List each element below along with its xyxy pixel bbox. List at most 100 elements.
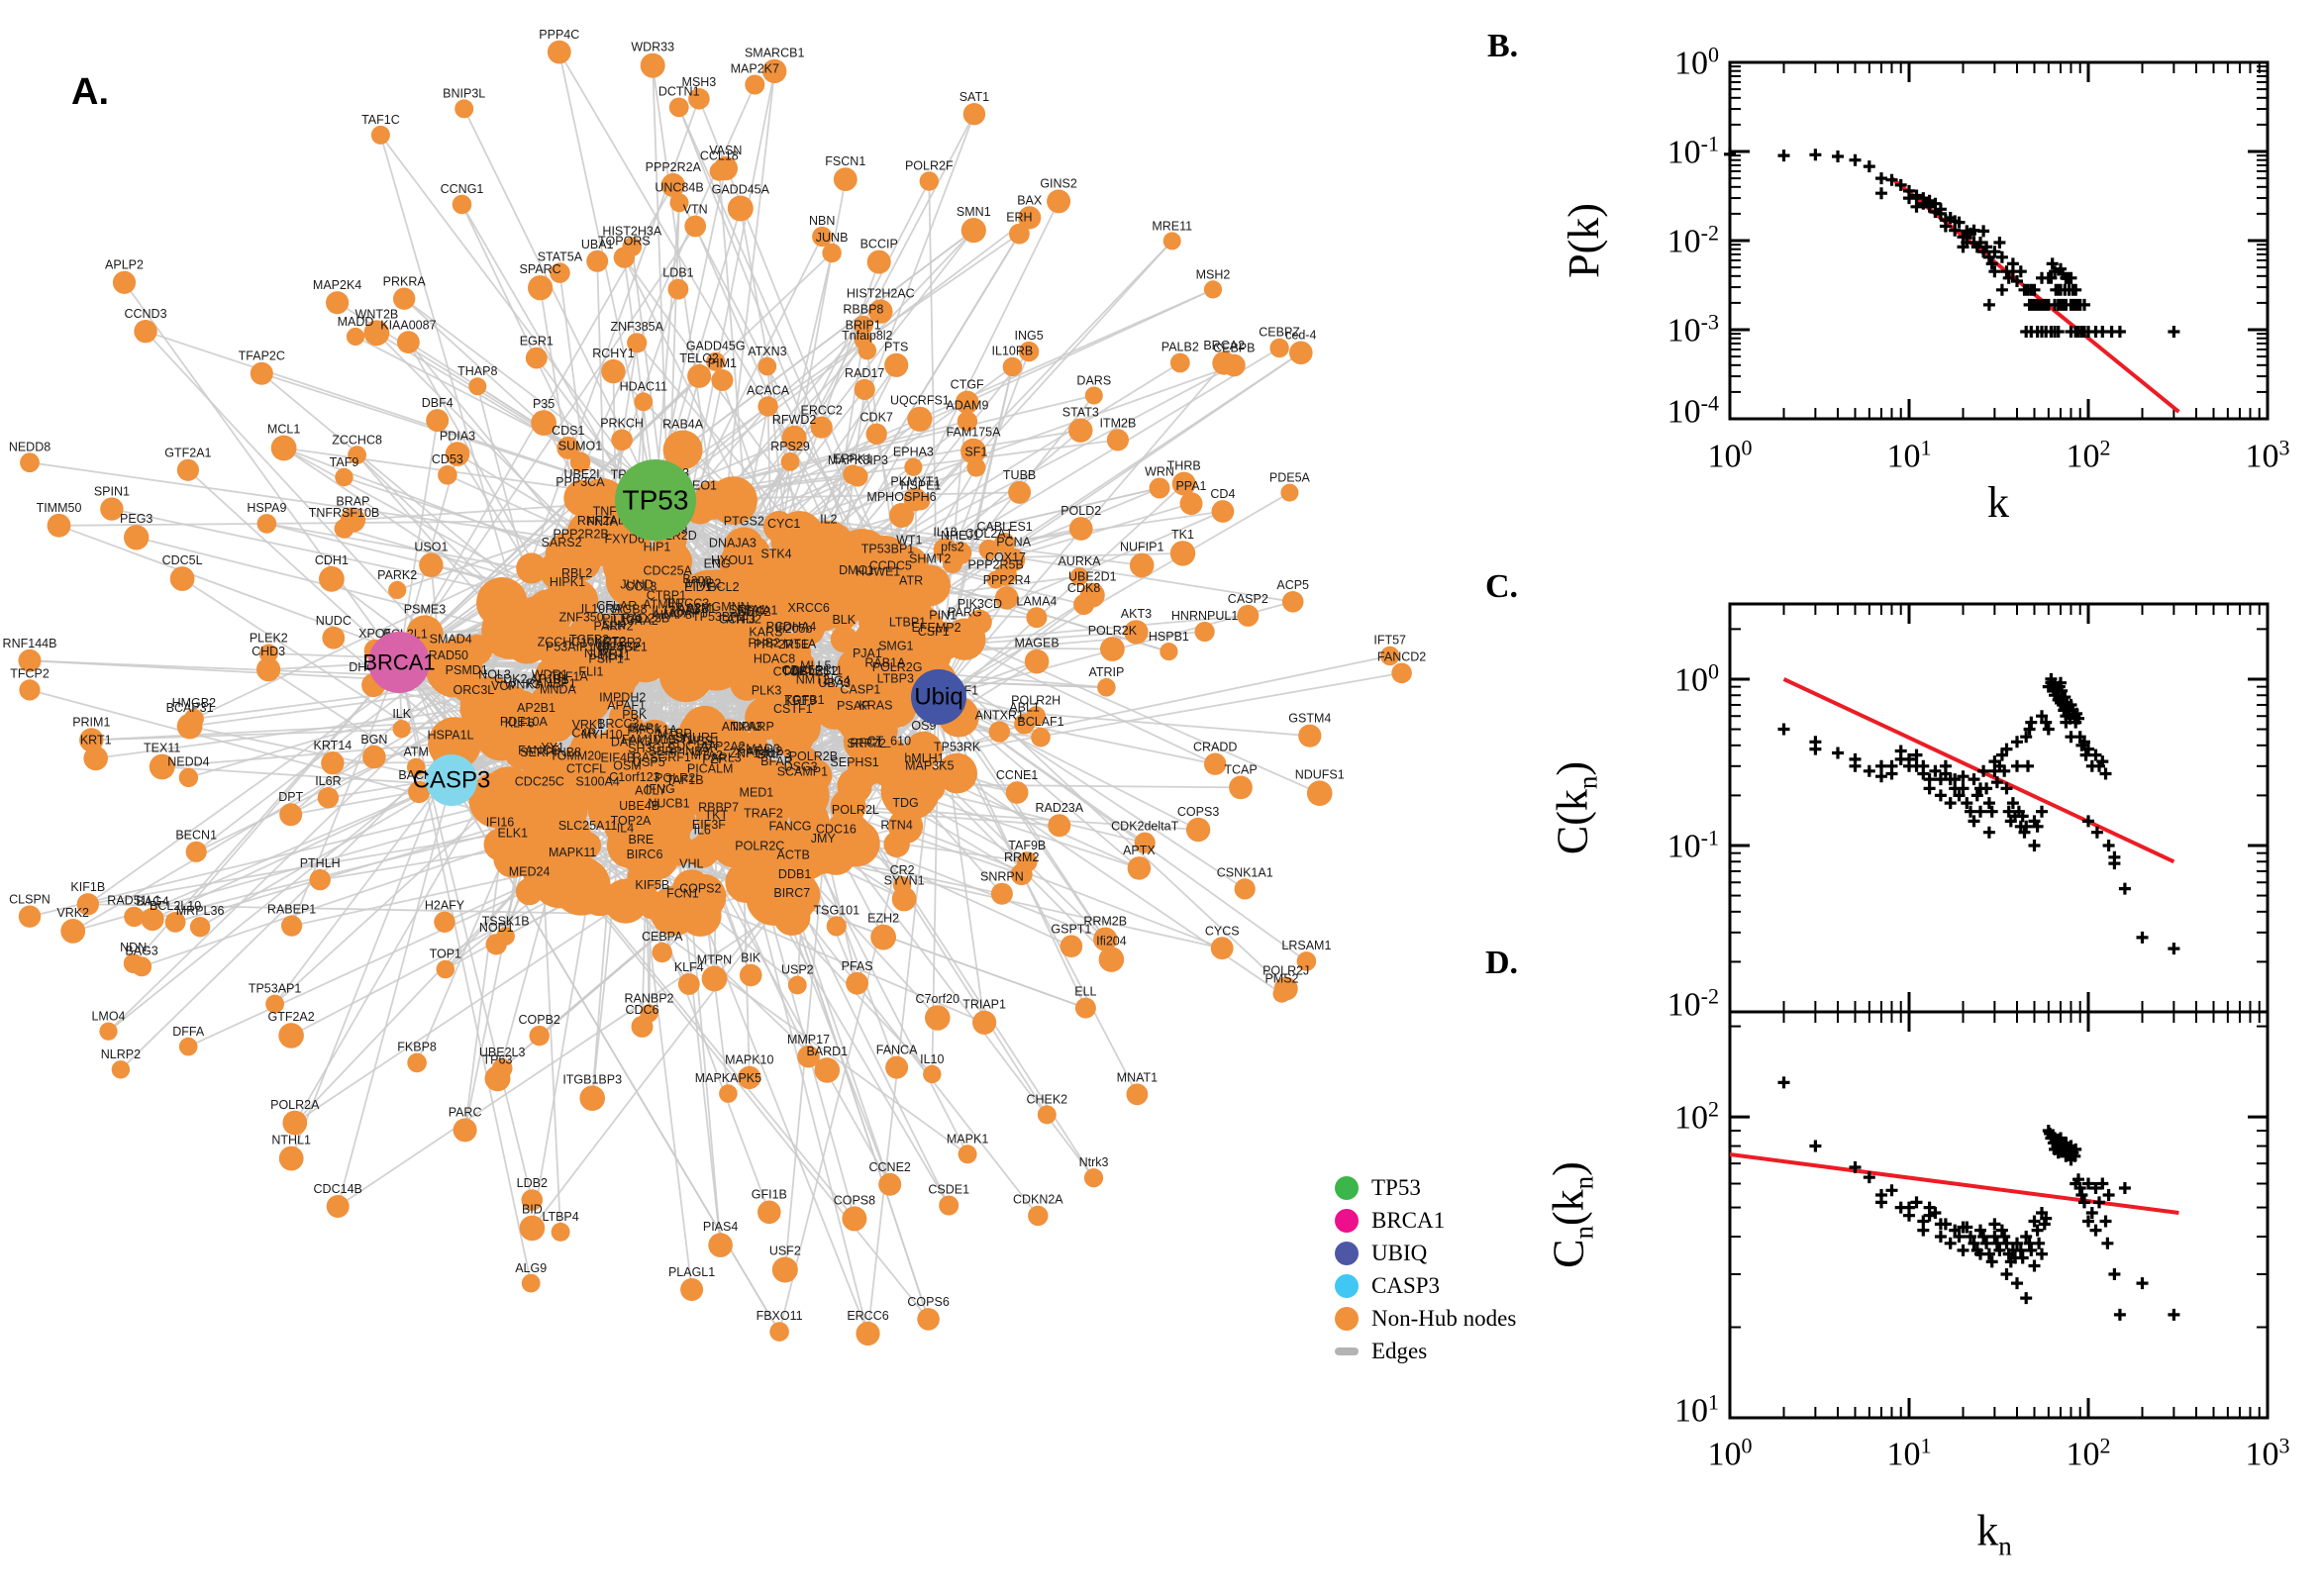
network-node xyxy=(762,58,787,84)
network-node xyxy=(176,458,199,481)
network-node xyxy=(793,576,849,632)
node-label: JUNB xyxy=(816,231,849,245)
network-node xyxy=(1204,752,1227,775)
node-label: IL10RA xyxy=(581,602,623,616)
node-label: CDK2deltaT xyxy=(1111,820,1178,834)
node-label: CASP2 xyxy=(1228,592,1268,606)
node-label: BAG4 xyxy=(136,895,168,909)
node-label: GUSBP1 xyxy=(597,641,648,654)
node-label: MOAP1 xyxy=(663,607,707,621)
node-label: NUDC xyxy=(316,614,352,628)
network-node xyxy=(545,532,593,580)
node-label: AURKA xyxy=(1058,554,1101,568)
fit-line-D xyxy=(1729,1152,2179,1215)
network-node xyxy=(1298,724,1322,748)
network-edge xyxy=(928,180,940,698)
node-label: CFLAR xyxy=(596,599,637,613)
network-edge xyxy=(655,217,1031,501)
network-node xyxy=(112,270,137,294)
node-label: KIF5B xyxy=(635,878,669,892)
network-node xyxy=(278,1146,304,1171)
network-edge xyxy=(375,332,656,501)
node-label: PTGS2 xyxy=(724,514,764,528)
node-label: Ifi204 xyxy=(1096,934,1127,948)
network-node xyxy=(958,1145,977,1164)
node-label: GTF2A1 xyxy=(164,447,211,460)
node-label: ERCC6 xyxy=(847,1309,888,1323)
node-label: HSPB1 xyxy=(1149,630,1189,644)
node-label: UNC84B xyxy=(655,180,703,194)
network-node xyxy=(758,1200,781,1225)
node-label: PDE10A xyxy=(500,715,549,729)
node-label: KRAS xyxy=(858,698,892,712)
network-node xyxy=(408,780,431,804)
node-label: MMP2 xyxy=(685,577,721,591)
network-edge xyxy=(701,851,891,1185)
node-label: CYC1 xyxy=(767,517,800,531)
node-label: BCCIP xyxy=(860,238,898,251)
node-label: YY1 xyxy=(541,741,564,754)
network-node xyxy=(346,327,365,347)
network-edge xyxy=(938,696,1106,941)
node-label: ATP2A2 xyxy=(700,740,746,753)
network-node xyxy=(1210,937,1234,960)
network-node xyxy=(695,796,735,836)
network-edge xyxy=(938,594,1093,698)
node-label: DPT xyxy=(278,790,303,804)
node-label: PARC xyxy=(449,1105,482,1119)
node-label: CRADD xyxy=(1193,741,1237,754)
node-label: BNIP3L xyxy=(443,87,485,101)
node-label: CCDC5 xyxy=(869,559,912,573)
network-node xyxy=(978,539,999,560)
node-label: ERH xyxy=(1006,211,1032,225)
node-label: CSNK1A1 xyxy=(1217,865,1273,879)
network-node xyxy=(687,363,712,388)
node-label: NMT2 xyxy=(796,673,830,687)
network-node xyxy=(321,751,345,775)
node-label: PLK3 xyxy=(752,683,782,697)
node-label: TUBB xyxy=(1003,468,1036,482)
node-label: KRT1 xyxy=(80,734,112,748)
network-node xyxy=(392,720,411,739)
node-label: ERCC2 xyxy=(801,403,843,417)
node-label: BCL2 xyxy=(708,580,739,594)
network-node xyxy=(680,873,727,920)
node-label: GINS2 xyxy=(1040,176,1077,190)
hub-label-casp3: CASP3 xyxy=(413,767,491,794)
node-label: PRKRA xyxy=(383,275,427,289)
network-node xyxy=(319,565,345,592)
node-label: FKBP8 xyxy=(397,1041,437,1054)
network-node xyxy=(852,640,892,680)
network-node xyxy=(1047,189,1071,214)
network-node xyxy=(1002,356,1023,377)
network-edge xyxy=(145,330,656,501)
network-node xyxy=(1296,951,1317,971)
node-label: CABLES2 xyxy=(782,664,838,678)
node-label: HYOU1 xyxy=(711,553,754,567)
network-edge xyxy=(938,696,1087,1009)
network-node xyxy=(149,753,175,780)
node-label: CTGF xyxy=(951,378,984,392)
network-node xyxy=(620,633,670,683)
node-label: COPS2 xyxy=(679,881,721,895)
network-node xyxy=(925,1005,951,1031)
node-label: MCL1 xyxy=(267,423,300,437)
node-label: BIK xyxy=(741,951,761,965)
node-label: DFFA xyxy=(172,1025,205,1039)
node-label: TAF1C xyxy=(361,113,400,127)
node-label: AP3B1 xyxy=(677,602,716,616)
node-label: COPS8 xyxy=(834,1193,875,1207)
network-node xyxy=(866,249,891,274)
node-label: FANCA xyxy=(876,1044,918,1057)
network-edge xyxy=(290,743,455,1159)
network-node xyxy=(885,1055,909,1079)
node-label: CDS1 xyxy=(552,424,584,438)
node-label: CTBP1 xyxy=(647,588,686,602)
network-node xyxy=(1014,713,1036,735)
node-label: MYH10 xyxy=(581,728,623,742)
node-label: TK1 xyxy=(1171,528,1194,542)
node-label: KLF6 xyxy=(505,717,535,731)
node-label: POLR2B xyxy=(789,749,838,763)
node-label: EIF4G2 xyxy=(598,641,641,654)
node-label: RANBP2 xyxy=(624,991,673,1005)
